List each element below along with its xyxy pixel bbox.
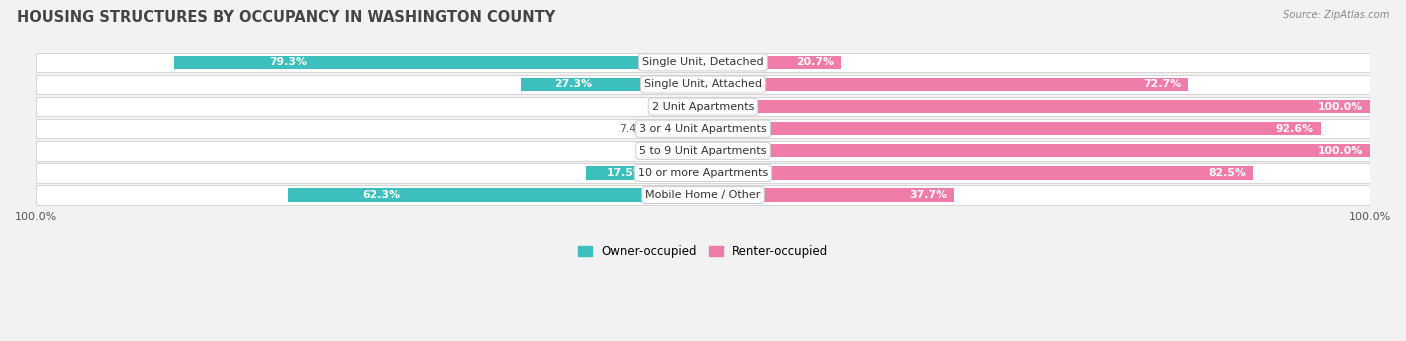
Text: 72.7%: 72.7%	[1143, 79, 1181, 89]
Legend: Owner-occupied, Renter-occupied: Owner-occupied, Renter-occupied	[572, 240, 834, 263]
Text: Single Unit, Attached: Single Unit, Attached	[644, 79, 762, 89]
Bar	[37, 163, 1369, 183]
Bar	[703, 122, 1320, 135]
Bar	[664, 100, 703, 113]
Text: Single Unit, Detached: Single Unit, Detached	[643, 57, 763, 68]
Bar	[586, 166, 703, 179]
Bar	[522, 78, 703, 91]
Text: 0.0%: 0.0%	[669, 102, 696, 112]
Text: 100.0%: 100.0%	[1317, 146, 1364, 156]
Bar	[37, 53, 1369, 72]
Text: 10 or more Apartments: 10 or more Apartments	[638, 168, 768, 178]
Text: 62.3%: 62.3%	[363, 190, 401, 200]
Text: 37.7%: 37.7%	[910, 190, 948, 200]
Bar	[654, 122, 703, 135]
Text: 92.6%: 92.6%	[1275, 124, 1313, 134]
Text: Mobile Home / Other: Mobile Home / Other	[645, 190, 761, 200]
Text: Source: ZipAtlas.com: Source: ZipAtlas.com	[1282, 10, 1389, 20]
Text: 20.7%: 20.7%	[796, 57, 834, 68]
Text: 5 to 9 Unit Apartments: 5 to 9 Unit Apartments	[640, 146, 766, 156]
Text: 0.0%: 0.0%	[669, 146, 696, 156]
Text: 17.5%: 17.5%	[607, 168, 645, 178]
Bar	[703, 78, 1188, 91]
Bar	[703, 188, 955, 202]
Bar	[703, 56, 841, 69]
Text: 82.5%: 82.5%	[1209, 168, 1247, 178]
Bar	[664, 144, 703, 158]
Bar	[703, 100, 1369, 113]
Bar	[288, 188, 703, 202]
Text: 100.0%: 100.0%	[1317, 102, 1364, 112]
Text: 3 or 4 Unit Apartments: 3 or 4 Unit Apartments	[640, 124, 766, 134]
Bar	[37, 185, 1369, 205]
Text: 27.3%: 27.3%	[554, 79, 592, 89]
Text: 7.4%: 7.4%	[620, 124, 647, 134]
Bar	[174, 56, 703, 69]
Text: 79.3%: 79.3%	[270, 57, 308, 68]
Bar	[37, 119, 1369, 138]
Bar	[37, 141, 1369, 161]
Bar	[37, 97, 1369, 116]
Bar	[37, 75, 1369, 94]
Text: HOUSING STRUCTURES BY OCCUPANCY IN WASHINGTON COUNTY: HOUSING STRUCTURES BY OCCUPANCY IN WASHI…	[17, 10, 555, 25]
Bar	[703, 166, 1253, 179]
Bar	[703, 144, 1369, 158]
Text: 2 Unit Apartments: 2 Unit Apartments	[652, 102, 754, 112]
